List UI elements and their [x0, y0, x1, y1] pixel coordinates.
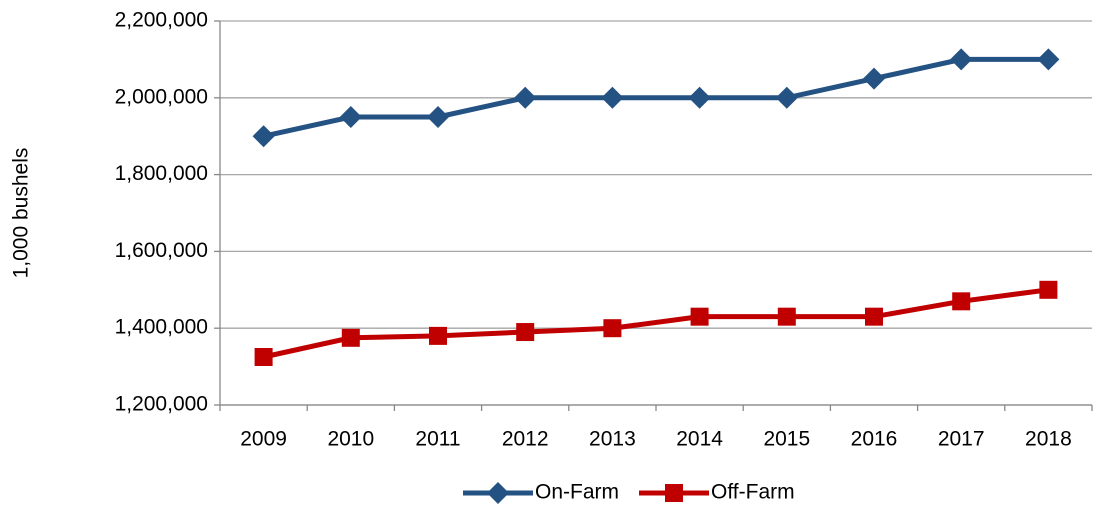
series-line [263, 56, 1049, 139]
y-tick-label: 1,200,000 [115, 393, 208, 416]
marker [427, 106, 449, 128]
marker [1039, 280, 1058, 299]
marker [952, 292, 971, 311]
y-tick-label: 1,600,000 [115, 239, 208, 262]
marker [665, 484, 683, 502]
marker [601, 86, 624, 109]
y-tick-label: 2,000,000 [115, 85, 208, 108]
marker [950, 48, 973, 71]
y-tick-label: 1,400,000 [115, 316, 208, 339]
marker [777, 307, 796, 326]
y-tick-label: 2,200,000 [115, 9, 208, 32]
x-tick-label: 2012 [502, 428, 549, 451]
x-tick-label: 2013 [589, 428, 636, 451]
y-tick-label: 1,800,000 [115, 162, 208, 185]
marker [254, 348, 273, 366]
x-tick-label: 2015 [763, 428, 810, 451]
x-tick-label: 2010 [327, 428, 374, 451]
marker [339, 106, 362, 128]
legend-label: Off-Farm [711, 481, 795, 504]
x-tick-label: 2011 [415, 428, 460, 451]
marker [688, 86, 711, 109]
marker [429, 326, 447, 345]
x-tick-label: 2017 [938, 428, 985, 451]
marker [775, 86, 798, 109]
series-line [263, 287, 1049, 360]
marker [514, 86, 537, 109]
y-axis-label: 1,000 bushels [10, 148, 33, 279]
x-tick-label: 2018 [1025, 428, 1072, 451]
marker [690, 307, 709, 326]
x-tick-label: 2009 [240, 428, 287, 451]
marker [1037, 48, 1060, 71]
marker [516, 323, 535, 342]
marker [865, 307, 883, 326]
x-tick-label: 2014 [676, 428, 723, 451]
marker [603, 319, 622, 338]
marker [863, 67, 885, 90]
marker [252, 125, 275, 148]
legend-label: On-Farm [535, 481, 619, 504]
marker [341, 328, 360, 347]
marker [487, 482, 509, 504]
x-tick-label: 2016 [851, 428, 898, 451]
